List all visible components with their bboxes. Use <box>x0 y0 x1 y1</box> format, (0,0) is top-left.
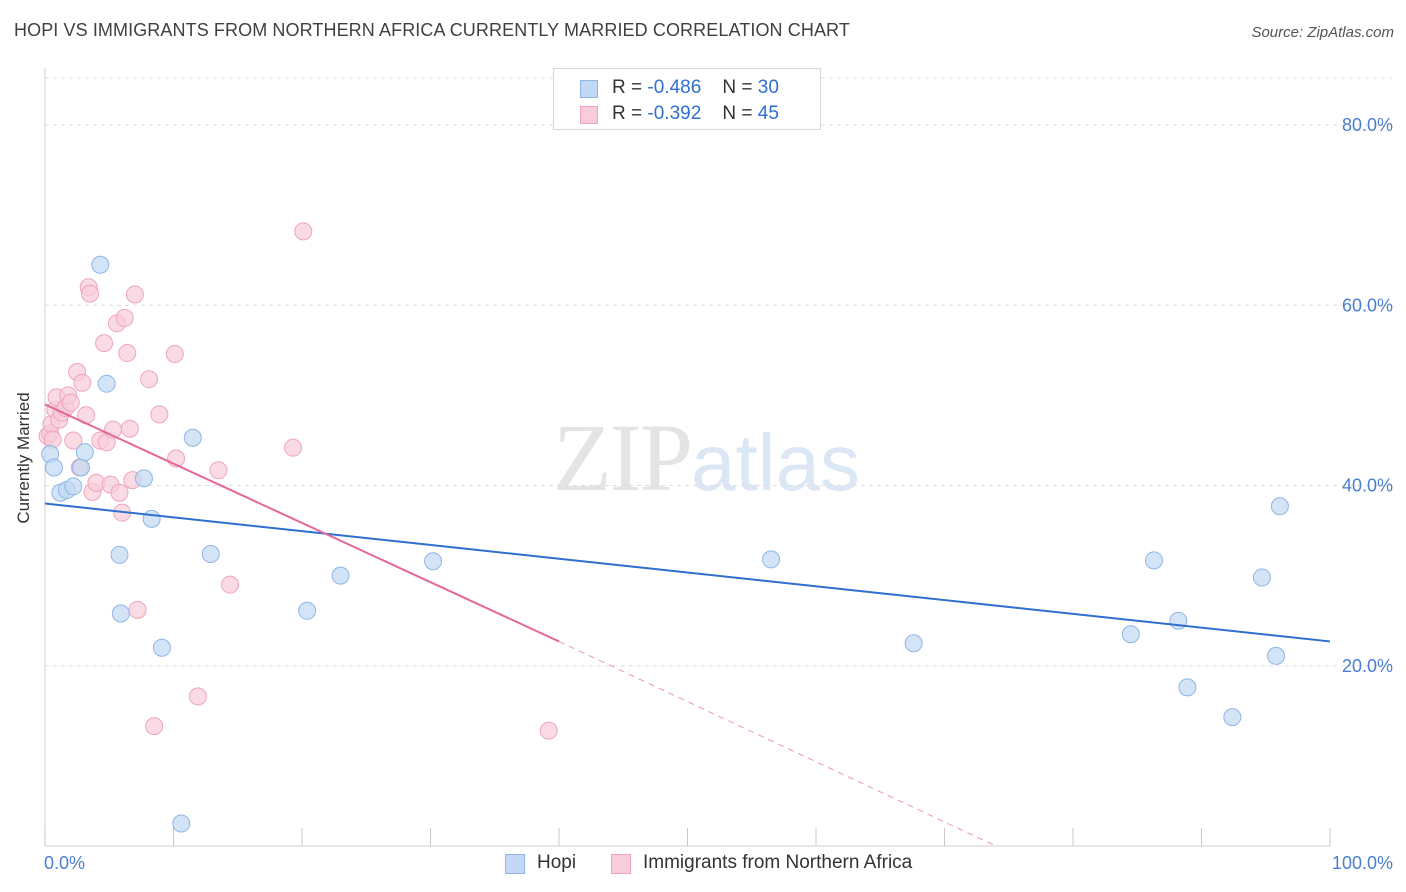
x-tick-label-min: 0.0% <box>44 853 85 873</box>
r-value: -0.392 <box>647 103 702 124</box>
n-value: 30 <box>757 77 779 98</box>
y-tick-label: 40.0% <box>1342 476 1393 496</box>
y-axis-label: Currently Married <box>14 392 33 524</box>
watermark-atlas: atlas <box>691 418 860 507</box>
ina-point <box>128 600 147 619</box>
hopi-point <box>1223 708 1242 727</box>
legend-label-ina: Immigrants from Northern Africa <box>643 852 913 873</box>
source-credit: Source: ZipAtlas.com <box>1251 24 1394 41</box>
ina-point <box>145 717 164 736</box>
ina-point <box>221 575 240 594</box>
ina-point <box>165 344 184 363</box>
hopi-point <box>71 458 90 477</box>
hopi-point <box>64 477 83 496</box>
stats-text-ina: R = -0.392 N = 45 <box>612 103 779 125</box>
hopi-point <box>152 638 171 657</box>
r-label: R = <box>612 103 643 124</box>
r-label: R = <box>612 77 643 98</box>
hopi-point <box>172 814 191 833</box>
hopi-swatch <box>580 80 598 98</box>
ina-point <box>120 419 139 438</box>
hopi-point <box>134 469 153 488</box>
y-tick-label: 60.0% <box>1342 295 1393 315</box>
n-value: 45 <box>757 103 779 124</box>
hopi-point <box>904 634 923 653</box>
hopi-point <box>1270 497 1289 516</box>
n-label: N = <box>722 103 753 124</box>
ina-point <box>110 483 129 502</box>
ina-point <box>140 370 159 389</box>
ina-point <box>73 373 92 392</box>
ina-point <box>95 334 114 353</box>
hopi-point <box>1252 568 1271 587</box>
ina-trend-line <box>44 403 560 643</box>
chart-title: HOPI VS IMMIGRANTS FROM NORTHERN AFRICA … <box>14 20 850 40</box>
hopi-legend-swatch <box>505 854 525 874</box>
hopi-point <box>331 566 350 585</box>
ina-point <box>118 344 137 363</box>
ina-point <box>150 405 169 424</box>
hopi-point <box>75 443 94 462</box>
ina-point <box>539 721 558 740</box>
hopi-point <box>1144 551 1163 570</box>
watermark: ZIPatlas <box>553 402 860 513</box>
r-value: -0.486 <box>647 77 702 98</box>
hopi-point <box>298 601 317 620</box>
x-tick-label-max: 100.0% <box>1332 853 1393 873</box>
hopi-point <box>97 374 116 393</box>
hopi-point <box>1178 678 1197 697</box>
hopi-trend-line <box>44 502 1331 643</box>
hopi-point <box>201 545 220 564</box>
ina-point <box>115 308 134 327</box>
hopi-point <box>183 428 202 447</box>
ina-point <box>209 461 228 480</box>
hopi-point <box>1121 625 1140 644</box>
legend-label-hopi: Hopi <box>537 852 577 873</box>
correlation-stats-box: R = -0.486 N = 30 R = -0.392 N = 45 <box>553 68 821 130</box>
hopi-point <box>142 509 161 528</box>
y-tick-label: 20.0% <box>1342 656 1393 676</box>
hopi-point <box>91 255 110 274</box>
watermark-zip: ZIP <box>553 404 693 511</box>
ina-point <box>61 393 80 412</box>
ina-point <box>284 438 303 457</box>
hopi-point <box>1267 646 1286 665</box>
hopi-point <box>424 552 443 571</box>
ina-point <box>80 284 99 303</box>
stats-text-hopi: R = -0.486 N = 30 <box>612 77 779 99</box>
y-tick-label: 80.0% <box>1342 115 1393 135</box>
hopi-point <box>44 458 63 477</box>
ina-point <box>188 687 207 706</box>
ina-point <box>294 222 313 241</box>
hopi-point <box>110 545 129 564</box>
ina-point <box>125 285 144 304</box>
ina-swatch <box>580 106 598 124</box>
ina-legend-swatch <box>611 854 631 874</box>
ina-point <box>64 431 83 450</box>
hopi-point <box>111 604 130 623</box>
n-label: N = <box>722 77 753 98</box>
ina-trend-extension <box>558 640 997 847</box>
hopi-point <box>762 550 781 569</box>
